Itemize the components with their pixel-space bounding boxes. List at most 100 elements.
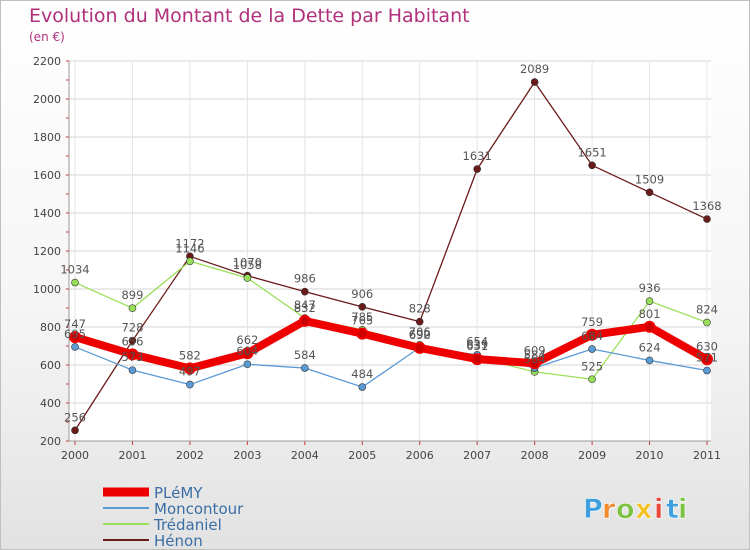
data-label: 654 — [466, 335, 488, 349]
data-point-Trédaniel — [243, 274, 252, 282]
data-point-Moncontour — [358, 383, 367, 391]
data-label: 662 — [236, 333, 258, 347]
data-point-PLéMY — [241, 347, 254, 360]
data-label: 571 — [696, 351, 718, 365]
x-tick-label: 2006 — [406, 449, 434, 462]
data-point-PLéMY — [356, 327, 369, 340]
data-label: 256 — [64, 410, 86, 424]
data-point-PLéMY — [528, 357, 541, 370]
chart-subtitle: (en €) — [29, 30, 65, 44]
data-point-Hénon — [530, 78, 539, 86]
logo-letter: r — [602, 494, 616, 525]
data-label: 1651 — [577, 145, 606, 159]
data-label: 936 — [639, 281, 661, 295]
data-label: 690 — [409, 328, 431, 342]
data-point-PLéMY — [298, 314, 311, 327]
series-line-Moncontour — [74, 346, 708, 388]
x-tick-label: 2008 — [521, 449, 549, 462]
data-label: 832 — [294, 301, 316, 315]
data-label: 785 — [351, 310, 373, 324]
series — [69, 78, 713, 435]
data-label: 828 — [409, 302, 431, 316]
data-label: 684 — [581, 329, 603, 343]
x-tick-label: 2005 — [348, 449, 376, 462]
data-label: 765 — [351, 314, 373, 328]
data-point-Hénon — [301, 287, 309, 296]
logo-letter: t — [666, 494, 679, 525]
data-point-Hénon — [473, 165, 481, 173]
data-label: 1172 — [175, 236, 204, 250]
data-label: 525 — [581, 359, 603, 373]
data-point-Moncontour — [588, 345, 596, 353]
x-tick-label: 2011 — [693, 449, 721, 462]
data-label: 706 — [409, 325, 431, 339]
data-point-Hénon — [645, 188, 654, 197]
data-label: 484 — [351, 367, 373, 381]
x-tick-label: 2007 — [463, 449, 491, 462]
y-tick-label: 200 — [40, 435, 61, 448]
legend-label: PLéMY — [154, 484, 203, 502]
y-tick-label: 600 — [40, 359, 61, 372]
data-point-Moncontour — [128, 366, 137, 374]
y-tick-label: 1200 — [33, 245, 61, 258]
x-tick-label: 2010 — [636, 449, 664, 462]
data-point-Hénon — [358, 303, 367, 311]
data-point-Moncontour — [703, 366, 711, 375]
legend-label: Moncontour — [154, 500, 244, 518]
y-tick-label: 400 — [40, 397, 61, 410]
y-tick-label: 800 — [40, 321, 61, 334]
data-label: 582 — [179, 348, 201, 362]
data-label: 906 — [351, 287, 373, 301]
data-label: 824 — [696, 302, 718, 316]
x-tick-label: 2003 — [233, 449, 261, 462]
data-label: 1034 — [60, 263, 89, 277]
axes: 200 400 600 800 1000 1200 1400 1600 1800 2000 2200… — [33, 55, 721, 462]
data-point-Hénon — [703, 215, 711, 223]
y-tick-label: 1000 — [33, 283, 61, 296]
y-tick-label: 2200 — [33, 55, 61, 68]
data-point-Moncontour — [186, 380, 194, 389]
legend-label: Hénon — [154, 532, 203, 549]
data-point-Hénon — [128, 336, 137, 345]
data-label: 624 — [639, 340, 661, 354]
legend-label: Trédaniel — [153, 516, 222, 534]
data-label: 573 — [121, 350, 143, 364]
data-label: 584 — [294, 348, 316, 362]
data-point-PLéMY — [413, 341, 426, 354]
data-point-PLéMY — [643, 320, 656, 333]
y-tick-label: 1400 — [33, 207, 61, 220]
data-point-Hénon — [415, 317, 424, 326]
data-label: 630 — [696, 339, 718, 353]
data-label: 564 — [524, 352, 546, 366]
data-label: 1058 — [233, 258, 262, 272]
data-point-Trédaniel — [186, 257, 194, 266]
x-tick-label: 2004 — [291, 449, 319, 462]
data-label: 899 — [121, 288, 143, 302]
series-line-Hénon — [74, 81, 708, 432]
logo-letter: i — [654, 494, 663, 525]
data-label: 656 — [121, 334, 143, 348]
data-label: 692 — [409, 328, 431, 342]
data-label: 847 — [294, 298, 316, 312]
data-point-Hénon — [588, 161, 596, 170]
data-point-PLéMY — [701, 353, 713, 366]
data-point-Moncontour — [243, 360, 252, 369]
data-point-Moncontour — [301, 364, 309, 372]
data-point-Trédaniel — [645, 297, 654, 305]
data-point-Trédaniel — [588, 375, 596, 384]
y-tick-label: 2000 — [33, 93, 61, 106]
data-point-PLéMY — [126, 348, 139, 361]
data-label: 2089 — [520, 62, 549, 76]
data-label: 759 — [581, 315, 603, 329]
data-point-PLéMY — [586, 328, 599, 341]
y-tick-label: 1600 — [33, 169, 61, 182]
data-point-Trédaniel — [71, 278, 79, 287]
data-labels: 256 728 1172 1070 986 906 828 1631 2089 1651 1509 1… — [60, 62, 721, 424]
data-label: 1146 — [175, 241, 204, 255]
data-point-Trédaniel — [128, 304, 137, 312]
data-point-Moncontour — [71, 343, 79, 351]
data-point-PLéMY — [183, 362, 196, 375]
